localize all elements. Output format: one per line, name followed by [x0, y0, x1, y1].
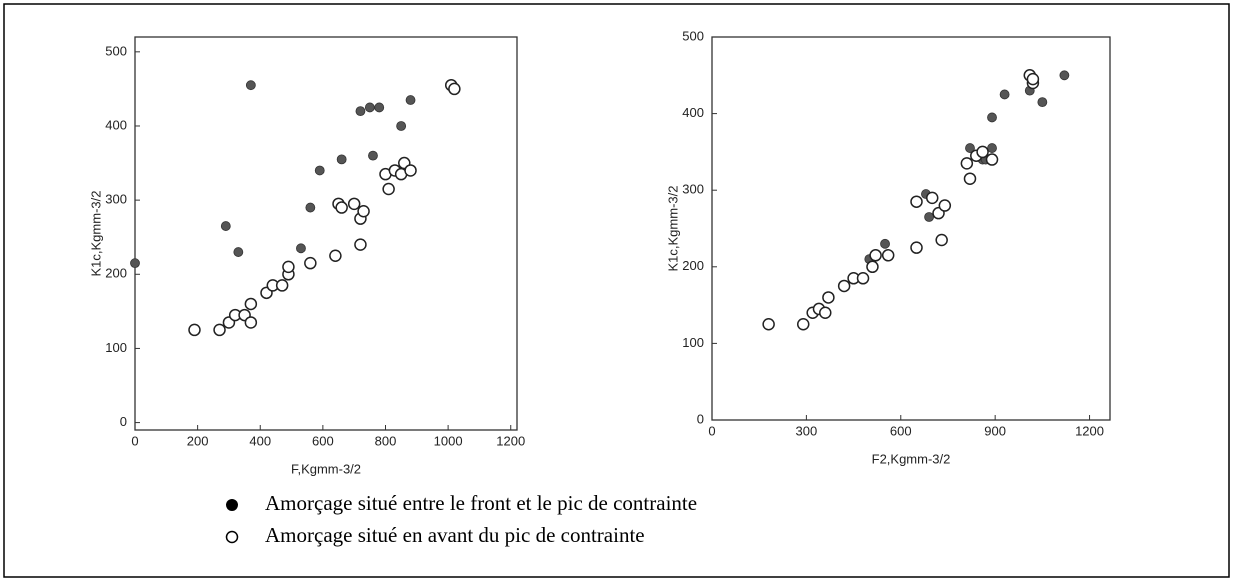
point — [382, 182, 395, 196]
y-tick-label: 0 — [697, 411, 704, 426]
x-axis-label: F,Kgmm-3/2 — [291, 461, 361, 476]
point — [368, 150, 378, 161]
point — [924, 212, 934, 222]
x-tick-label: 200 — [187, 433, 209, 448]
point — [296, 243, 306, 254]
legend-text: Amorçage situé entre le front et le pic … — [265, 491, 697, 515]
point — [305, 202, 316, 213]
point — [976, 145, 989, 159]
point — [188, 323, 201, 337]
point — [796, 318, 810, 331]
plot-frame — [711, 36, 1111, 421]
x-tick-label: 400 — [249, 433, 271, 448]
point — [910, 195, 923, 208]
point — [925, 191, 939, 205]
point — [881, 249, 895, 262]
x-tick-label: 900 — [984, 423, 1006, 438]
x-tick-label: 0 — [708, 423, 715, 438]
x-tick-label: 1200 — [496, 433, 525, 448]
x-tick-label: 600 — [312, 433, 334, 448]
x-tick-label: 800 — [375, 433, 397, 448]
x-axis-label: F2,Kgmm-3/2 — [872, 451, 951, 466]
y-tick-label: 100 — [682, 335, 704, 350]
legend-marker — [226, 499, 238, 511]
y-tick-label: 400 — [682, 105, 704, 120]
point — [819, 306, 832, 320]
point — [336, 154, 347, 165]
point — [374, 102, 385, 113]
y-tick-label: 100 — [105, 340, 127, 355]
y-tick-label: 0 — [120, 414, 127, 429]
point — [856, 272, 870, 285]
x-tick-label: 1200 — [1075, 423, 1104, 438]
point — [910, 241, 923, 254]
point — [985, 153, 999, 166]
point — [405, 95, 416, 105]
point — [987, 112, 997, 123]
point — [960, 157, 974, 170]
point — [245, 80, 256, 91]
point — [304, 256, 317, 270]
point — [1037, 97, 1048, 108]
point — [355, 106, 366, 117]
point — [130, 258, 140, 269]
legend-marker — [225, 530, 239, 544]
point — [762, 318, 775, 331]
point — [935, 233, 948, 247]
point — [938, 199, 952, 212]
y-tick-label: 400 — [105, 117, 127, 132]
y-axis-label: K1c,Kgmm-3/2 — [665, 186, 680, 272]
point — [220, 221, 231, 231]
point — [244, 316, 258, 329]
point — [364, 102, 375, 113]
point — [965, 143, 975, 153]
plot-frame — [134, 36, 518, 431]
point — [354, 238, 367, 251]
legend-text: Amorçage situé en avant du pic de contra… — [265, 523, 645, 547]
point — [837, 279, 851, 293]
y-tick-label: 500 — [105, 43, 127, 58]
point — [357, 205, 370, 218]
point — [866, 260, 879, 274]
x-tick-label: 300 — [796, 423, 818, 438]
y-tick-label: 300 — [682, 182, 704, 197]
point — [282, 260, 295, 274]
figure-border — [3, 3, 1230, 578]
point — [822, 291, 835, 304]
x-tick-label: 1000 — [434, 433, 463, 448]
point — [999, 89, 1010, 100]
y-tick-label: 500 — [682, 28, 704, 43]
point — [335, 201, 348, 214]
y-tick-label: 300 — [105, 192, 127, 207]
point — [329, 249, 342, 262]
point — [869, 249, 882, 262]
point — [347, 197, 361, 211]
point — [314, 165, 325, 176]
y-tick-label: 200 — [105, 266, 127, 281]
point — [448, 82, 461, 96]
point — [880, 238, 890, 249]
point — [1059, 70, 1070, 81]
x-tick-label: 0 — [131, 433, 138, 448]
point — [213, 323, 226, 337]
point — [987, 143, 997, 153]
point — [963, 172, 977, 185]
point — [1026, 72, 1040, 86]
point — [404, 164, 417, 177]
y-axis-label: K1c,Kgmm-3/2 — [88, 191, 103, 277]
point — [233, 247, 244, 257]
x-tick-label: 600 — [890, 423, 912, 438]
point — [396, 121, 407, 131]
point — [244, 297, 258, 311]
point — [275, 279, 289, 292]
y-tick-label: 200 — [682, 258, 704, 273]
